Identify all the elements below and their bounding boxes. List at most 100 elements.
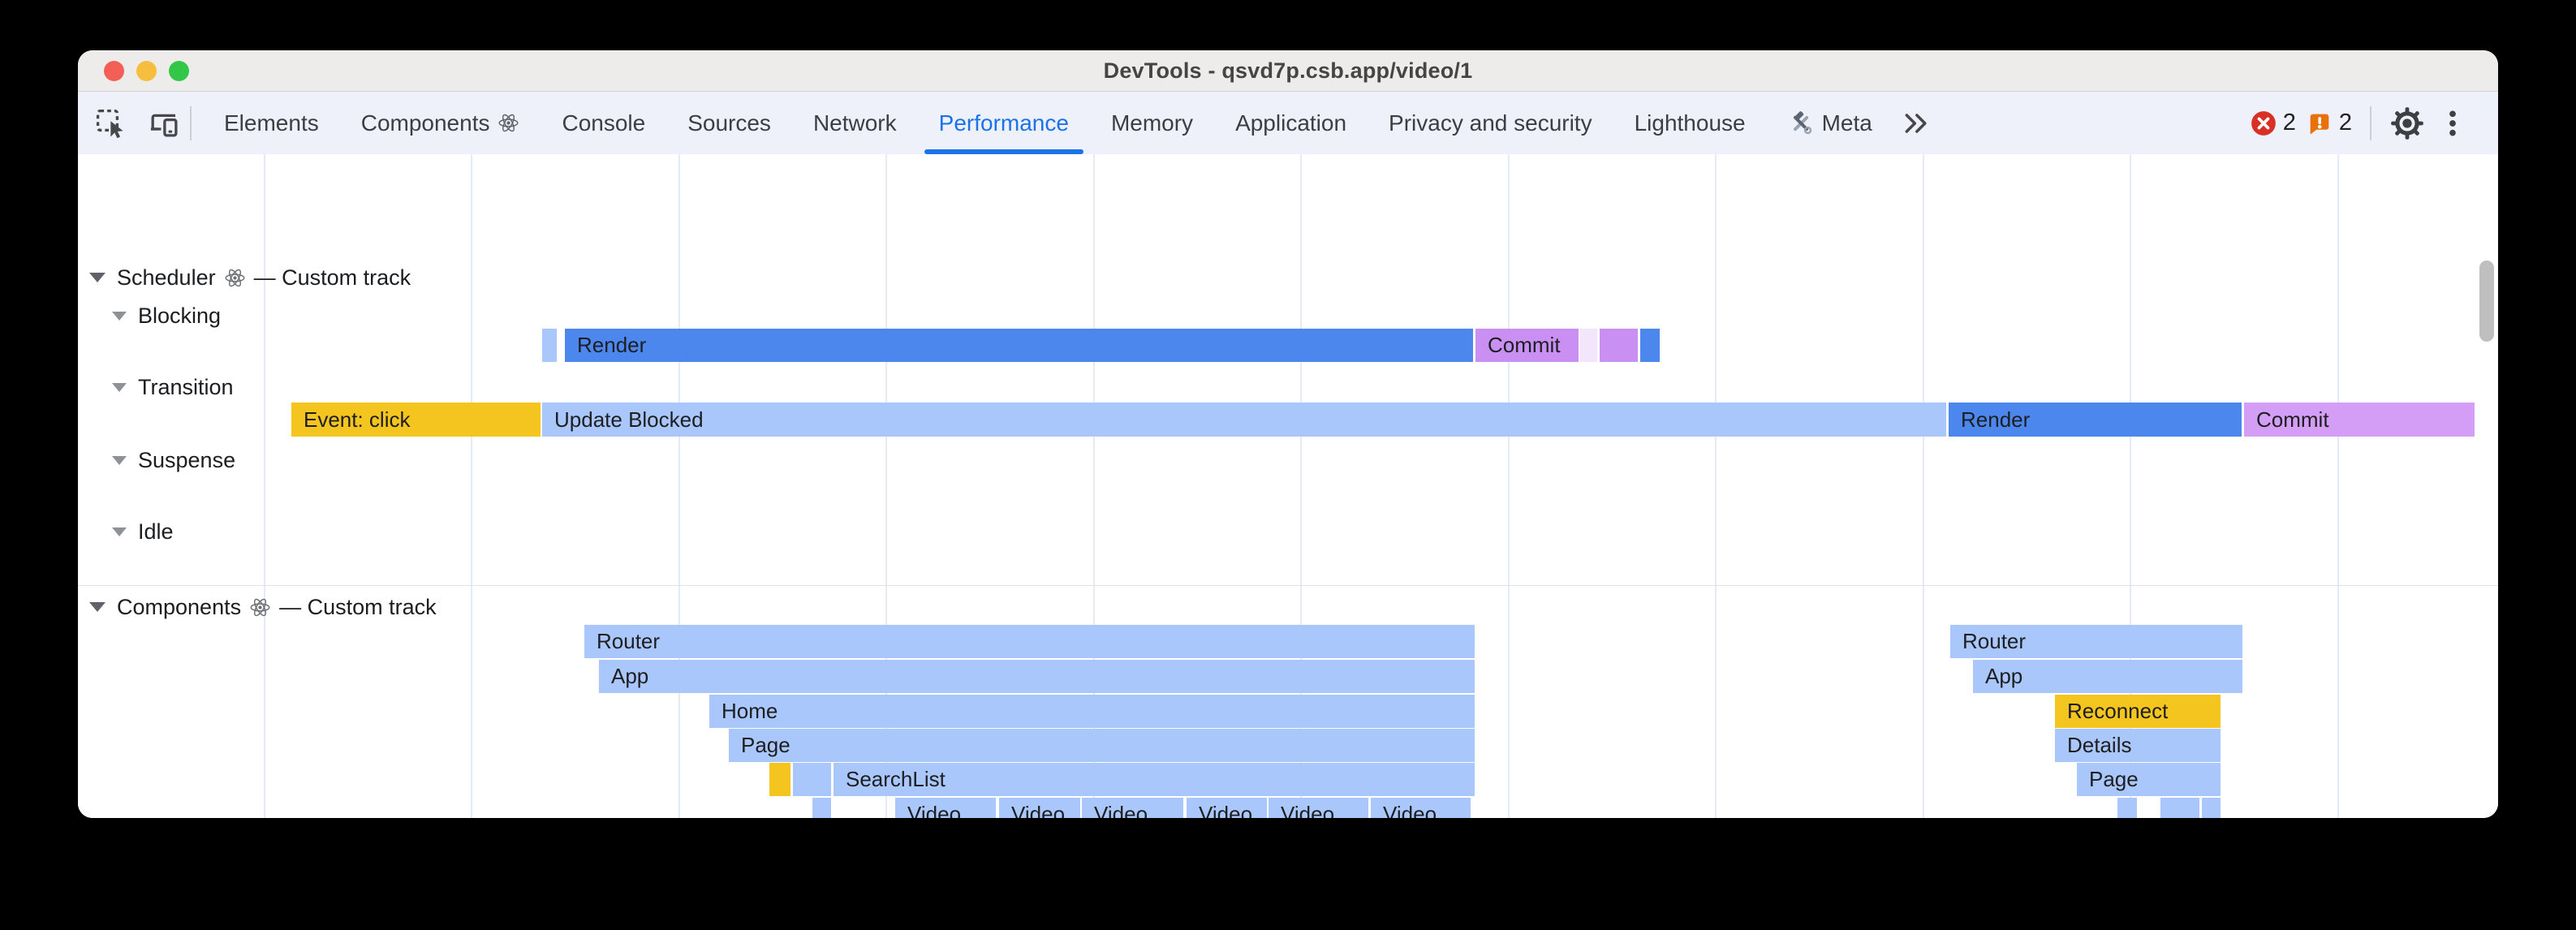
collapse-triangle-icon[interactable] (112, 527, 127, 536)
track-title: Scheduler (117, 265, 216, 290)
warning-badge[interactable]: 2 (2306, 110, 2352, 137)
grid-line (2130, 154, 2131, 818)
lane-transition[interactable]: Transition (112, 374, 234, 400)
collapse-triangle-icon[interactable] (89, 273, 106, 282)
flame-bar[interactable] (2202, 798, 2221, 818)
zoom-button[interactable] (169, 60, 189, 81)
tab-label: Application (1235, 110, 1347, 136)
panel-tabs: Elements Components Console Sources Network… (203, 92, 1893, 154)
flame-bar-router[interactable]: Router (584, 625, 1475, 658)
flame-bar-app[interactable]: App (1973, 660, 2242, 693)
device-toolbar-icon[interactable] (146, 105, 182, 141)
grid-line (264, 154, 265, 818)
error-count: 2 (2282, 110, 2296, 136)
flame-bar-render[interactable]: Render (565, 329, 1473, 362)
devtools-window: DevTools - qsvd7p.csb.app/video/1 Elemen… (78, 50, 2498, 818)
collapse-triangle-icon[interactable] (112, 382, 127, 392)
flame-bar-update-blocked[interactable]: Update Blocked (542, 403, 1946, 437)
grid-line (1715, 154, 1717, 818)
flame-bar[interactable] (1580, 329, 1597, 362)
tab-label: Lighthouse (1634, 110, 1746, 136)
flame-bar-video[interactable]: Video (999, 798, 1080, 818)
grid-line (1508, 154, 1510, 818)
tab-label: Elements (224, 110, 319, 136)
track-divider (78, 585, 2498, 586)
lane-blocking[interactable]: Blocking (112, 303, 221, 329)
error-icon (2251, 110, 2276, 136)
flame-bar[interactable] (542, 329, 557, 362)
flame-bar[interactable] (793, 763, 831, 796)
flame-bar-app[interactable]: App (599, 660, 1475, 693)
tab-meta[interactable]: Meta (1767, 92, 1893, 154)
toolbar-divider (190, 105, 192, 140)
vertical-scrollbar-thumb[interactable] (2479, 260, 2494, 342)
flame-bar-searchlist[interactable]: SearchList (834, 763, 1475, 796)
collapse-triangle-icon[interactable] (89, 602, 106, 612)
toolbar-right-divider (2370, 105, 2371, 140)
titlebar: DevTools - qsvd7p.csb.app/video/1 (78, 50, 2498, 92)
track-suffix: — Custom track (253, 265, 411, 290)
more-tabs-icon[interactable] (1898, 105, 1934, 141)
track-suffix: — Custom track (279, 594, 437, 619)
lane-idle[interactable]: Idle (112, 519, 174, 545)
grid-line (885, 154, 887, 818)
tab-performance[interactable]: Performance (918, 92, 1090, 154)
tab-elements[interactable]: Elements (203, 92, 340, 154)
toolbar-right: 2 2 (2250, 105, 2498, 141)
tab-label: Meta (1821, 110, 1872, 136)
settings-gear-icon[interactable] (2389, 105, 2425, 141)
flame-bar-event-click[interactable]: Event: click (291, 403, 541, 437)
flame-bar-video[interactable]: Video (1187, 798, 1267, 818)
collapse-triangle-icon[interactable] (112, 455, 127, 465)
track-header-components[interactable]: Components — Custom track (89, 594, 437, 620)
react-icon (225, 269, 245, 286)
error-badge[interactable]: 2 (2250, 110, 2296, 137)
flame-bar[interactable] (1640, 329, 1660, 362)
flame-bar-video[interactable]: Video (895, 798, 996, 818)
flame-bar-page[interactable]: Page (729, 729, 1475, 762)
collapse-triangle-icon[interactable] (112, 311, 127, 321)
flame-bar-router[interactable]: Router (1950, 625, 2242, 658)
flame-bar-reconnect[interactable]: Reconnect (2055, 695, 2221, 728)
hammer-wrench-icon (1793, 110, 1811, 134)
tab-application[interactable]: Application (1214, 92, 1368, 154)
tab-console[interactable]: Console (541, 92, 666, 154)
tab-lighthouse[interactable]: Lighthouse (1613, 92, 1767, 154)
kebab-menu-icon[interactable] (2435, 105, 2470, 141)
inspect-element-icon[interactable] (93, 105, 128, 141)
grid-line (2337, 154, 2339, 818)
tab-components[interactable]: Components (340, 92, 541, 154)
tab-privacy-and-security[interactable]: Privacy and security (1368, 92, 1613, 154)
flame-bar-details[interactable]: Details (2055, 729, 2221, 762)
flame-bar-commit[interactable]: Commit (1475, 329, 1579, 362)
close-button[interactable] (104, 60, 124, 81)
flame-bar[interactable] (2117, 798, 2137, 818)
flame-bar[interactable] (2160, 798, 2199, 818)
toolbar: Elements Components Console Sources Network… (78, 92, 2498, 155)
lane-label: Transition (138, 374, 234, 399)
minimize-button[interactable] (136, 60, 157, 81)
tab-network[interactable]: Network (792, 92, 918, 154)
flame-bar-video[interactable]: Video (1371, 798, 1471, 818)
flame-bar[interactable] (812, 798, 831, 818)
flame-bar-page[interactable]: Page (2077, 763, 2221, 796)
track-title: Components (117, 594, 242, 619)
tab-label: Network (812, 110, 897, 136)
flame-bar[interactable] (1600, 329, 1638, 362)
flame-bar-render[interactable]: Render (1949, 403, 2242, 437)
lane-label: Suspense (138, 447, 236, 472)
window-title: DevTools - qsvd7p.csb.app/video/1 (1103, 58, 1473, 83)
grid-line (678, 154, 680, 818)
flame-bar[interactable] (769, 763, 790, 796)
tab-sources[interactable]: Sources (666, 92, 792, 154)
lane-suspense[interactable]: Suspense (112, 447, 235, 473)
grid-line (471, 154, 472, 818)
tab-label: Privacy and security (1389, 110, 1592, 136)
flame-bar-video[interactable]: Video (1269, 798, 1368, 818)
flame-bar-video[interactable]: Video (1082, 798, 1183, 818)
warning-icon (2310, 114, 2329, 135)
tab-memory[interactable]: Memory (1090, 92, 1214, 154)
flame-bar-home[interactable]: Home (709, 695, 1475, 728)
track-header-scheduler[interactable]: Scheduler — Custom track (89, 265, 411, 291)
flame-bar-commit[interactable]: Commit (2244, 403, 2475, 437)
